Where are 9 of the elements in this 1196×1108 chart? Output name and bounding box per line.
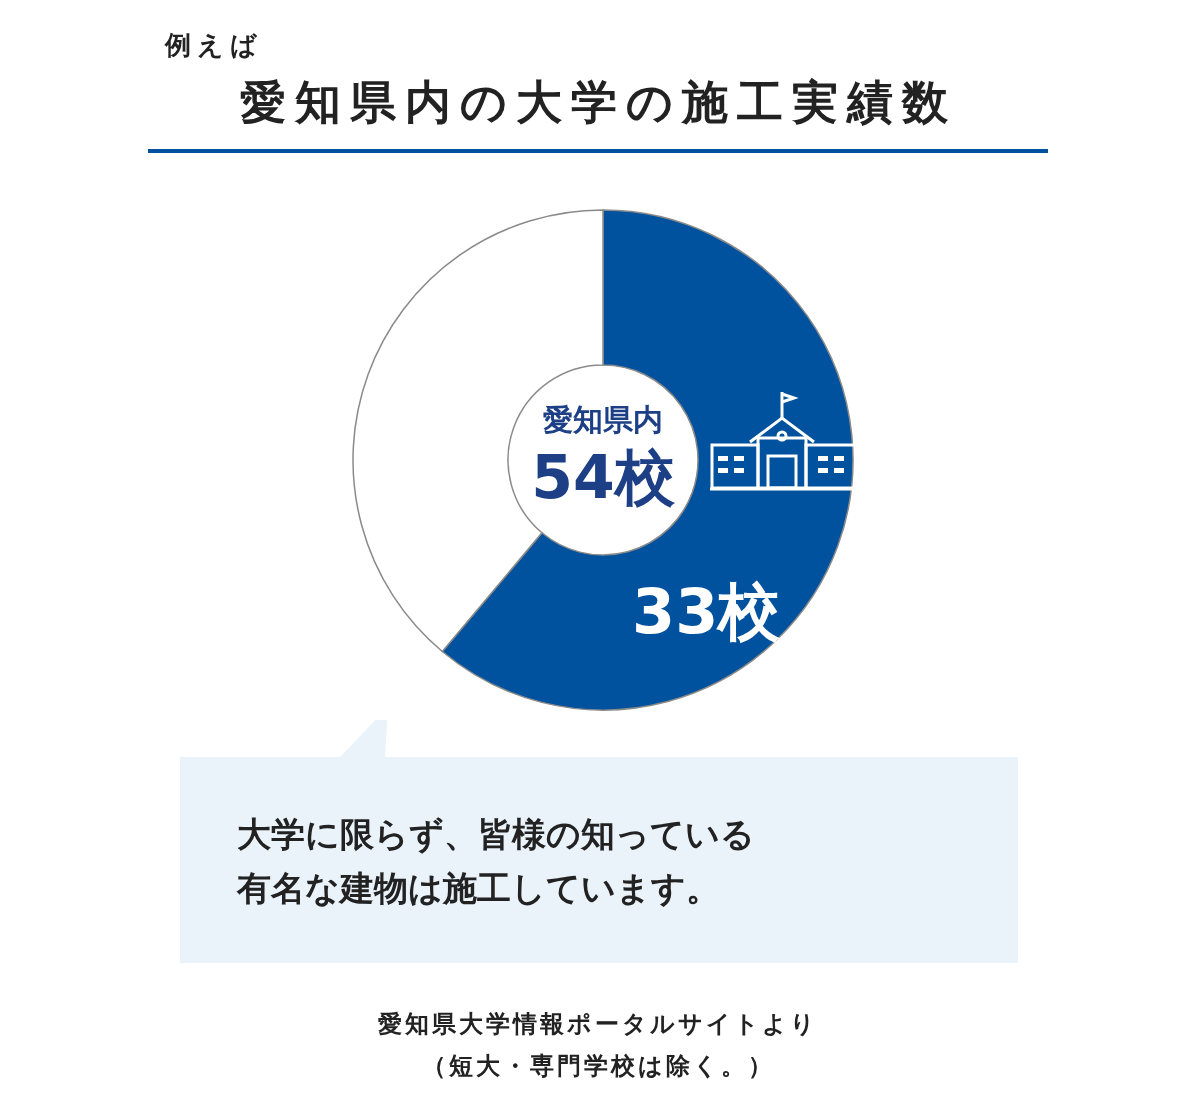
data-label: 33校 [632,574,782,648]
chart-title: 愛知県内の大学の施工実績数 [238,74,958,131]
text: 愛知県内 [542,401,664,439]
text: 大学に限らず、皆様の知っている [237,813,755,856]
chart-subtitle: 例えば [165,29,263,62]
text: 有名な建物は施工しています。 [237,867,720,910]
text: 愛知県大学情報ポータルサイトより [377,1009,819,1040]
text: 54校 [530,441,676,514]
text: （短大・専門学校は除く。） [420,1051,776,1082]
